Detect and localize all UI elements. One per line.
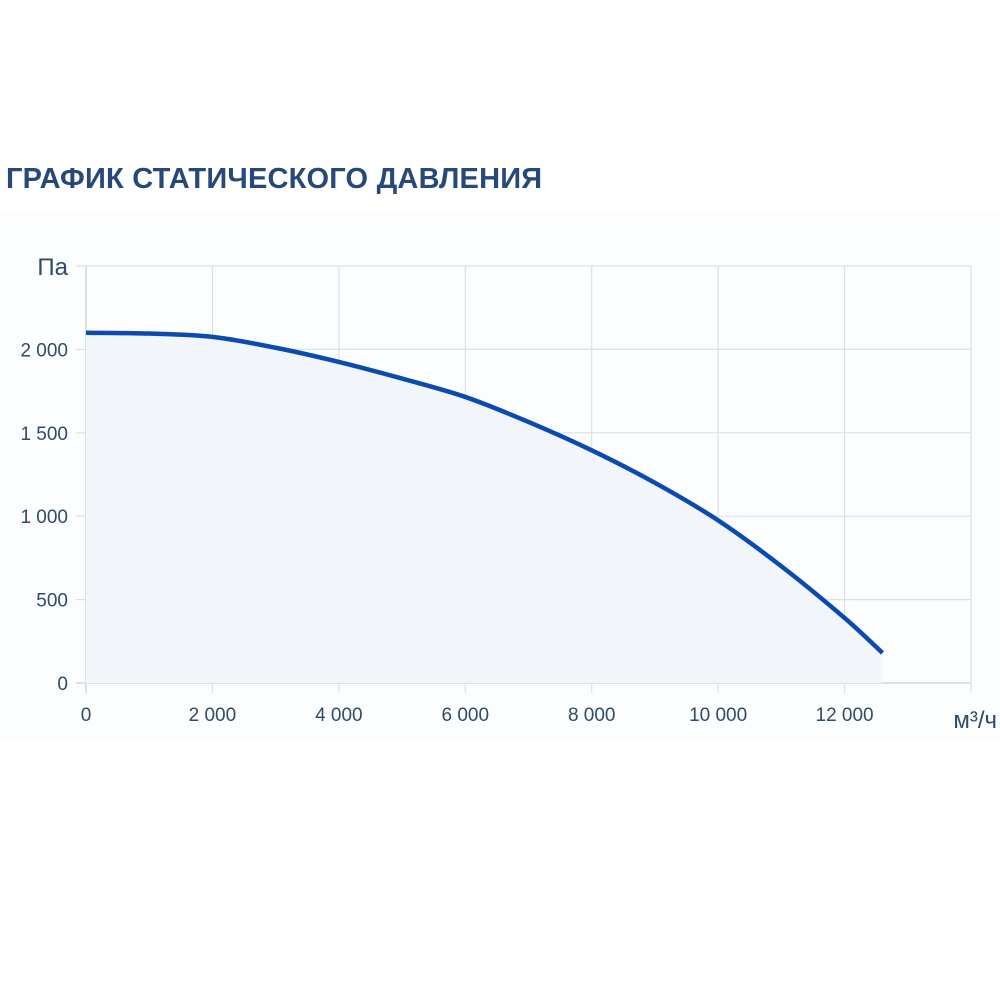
y-tick-label: 0 <box>57 674 68 695</box>
x-tick-label: 8 000 <box>568 705 616 726</box>
y-tick-label: 2 000 <box>20 340 68 361</box>
y-tick-label: 1 500 <box>20 424 68 445</box>
x-tick-label: 10 000 <box>689 705 747 726</box>
x-axis-unit-label: м³/ч <box>953 707 997 734</box>
x-tick-label: 2 000 <box>189 705 237 726</box>
x-axis-ticks: 0 2 000 4 000 6 000 8 000 10 000 12 000 <box>81 705 874 726</box>
y-axis-ticks: 0 500 1 000 1 500 2 000 <box>20 340 68 695</box>
pressure-curve <box>85 330 885 655</box>
x-tick-label: 6 000 <box>442 705 490 726</box>
x-tick-label: 0 <box>81 705 92 726</box>
y-tick-label: 1 000 <box>20 507 68 528</box>
y-axis-unit-label: Па <box>37 254 68 281</box>
x-tick-label: 12 000 <box>816 705 874 726</box>
chart-title: ГРАФИК СТАТИЧЕСКОГО ДАВЛЕНИЯ <box>6 163 543 195</box>
curve-area-fill <box>86 332 883 683</box>
x-tick-label: 4 000 <box>315 705 363 726</box>
y-tick-label: 500 <box>36 591 68 612</box>
